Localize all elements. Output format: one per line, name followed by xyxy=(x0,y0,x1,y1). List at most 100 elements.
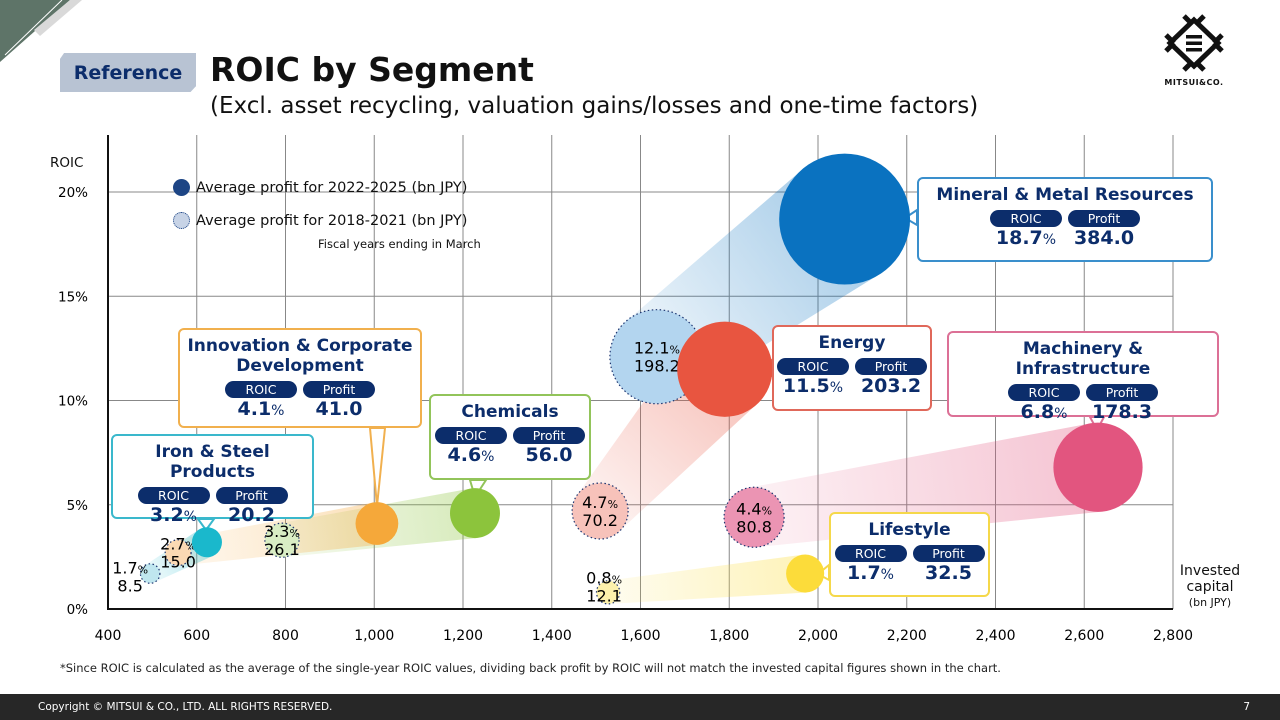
roic-value: 3.2% xyxy=(138,504,210,528)
roic-number: 11.5 xyxy=(782,375,830,397)
past-roic-value: 4.7 xyxy=(582,493,607,512)
past-profit-label: 8.5 xyxy=(117,577,142,596)
segment-name: Chemicals xyxy=(461,402,559,422)
roic-value: 1.7% xyxy=(835,562,907,586)
roic-pill: ROIC xyxy=(225,381,297,398)
pct-sign: % xyxy=(186,540,196,553)
fiscal-year-note: Fiscal years ending in March xyxy=(318,237,481,251)
pct-sign: % xyxy=(880,567,894,583)
x-tick-label: 2,400 xyxy=(975,628,1015,644)
pct-sign: % xyxy=(608,498,618,511)
pct-sign: % xyxy=(1042,232,1057,248)
roic-pill: ROIC xyxy=(990,210,1062,227)
x-tick-label: 600 xyxy=(183,628,210,644)
roic-number: 18.7 xyxy=(995,227,1043,249)
legend-current-label: Average profit for 2022-2025 (bn JPY) xyxy=(196,179,468,196)
x-tick-label: 1,000 xyxy=(354,628,394,644)
y-tick-label: 5% xyxy=(67,498,89,514)
pct-sign: % xyxy=(289,527,299,540)
past-bubble xyxy=(595,580,621,605)
copyright: Copyright © MITSUI & CO., LTD. ALL RIGHT… xyxy=(38,701,333,713)
past-roic-value: 1.7 xyxy=(112,559,137,578)
x-tick-label: 1,400 xyxy=(532,628,572,644)
profit-value: 20.2 xyxy=(228,504,275,526)
y-axis-label: ROIC xyxy=(50,155,84,171)
legend-past: Average profit for 2018-2021 (bn JPY) xyxy=(173,212,467,229)
segment-name: Lifestyle xyxy=(868,520,951,540)
past-profit-label: 80.8 xyxy=(736,517,772,536)
past-bubble xyxy=(164,539,192,567)
y-tick-label: 15% xyxy=(58,289,88,305)
current-bubble xyxy=(677,321,773,417)
trail-6 xyxy=(607,554,807,604)
roic-number: 3.2 xyxy=(150,504,184,526)
pct-sign: % xyxy=(481,449,495,465)
profit-pill: Profit xyxy=(1068,210,1140,227)
pct-sign: % xyxy=(829,380,844,396)
past-roic-label: 1.7% xyxy=(112,559,148,578)
roic-number: 4.1 xyxy=(237,398,272,420)
past-roic-value: 4.4 xyxy=(736,499,761,518)
corner-decoration xyxy=(0,0,82,62)
past-profit-label: 12.1 xyxy=(586,586,622,605)
past-roic-value: 3.3 xyxy=(264,522,289,541)
profit-pill: Profit xyxy=(855,358,927,375)
roic-number: 4.6 xyxy=(447,444,482,466)
y-tick-label: 10% xyxy=(58,394,88,410)
past-profit-label: 26.1 xyxy=(264,540,300,559)
past-roic-label: 12.1% xyxy=(634,339,680,358)
callout-pointer xyxy=(368,427,387,507)
roic-value: 6.8% xyxy=(1008,401,1080,425)
past-profit-label: 15.0 xyxy=(160,553,196,572)
current-bubble xyxy=(779,153,911,285)
callout-mineral-metal-resources: Mineral & Metal Resources ROIC 18.7% Pro… xyxy=(917,177,1213,262)
logo-text: MITSUI&CO. xyxy=(1164,78,1224,87)
profit-value: 41.0 xyxy=(315,398,363,420)
current-bubble xyxy=(786,554,825,593)
legend-current-dot-icon xyxy=(173,179,190,196)
x-axis-label: Invested capital (bn JPY) xyxy=(1170,563,1250,611)
page-title: ROIC by Segment xyxy=(210,50,534,89)
past-bubble xyxy=(571,482,629,540)
x-tick-label: 400 xyxy=(95,628,122,644)
past-roic-label: 4.7% xyxy=(582,493,618,512)
x-axis-unit: (bn JPY) xyxy=(1188,596,1232,609)
past-bubble xyxy=(264,522,300,558)
callout-machinery-infrastructure: Machinery & Infrastructure ROIC 6.8% Pro… xyxy=(947,331,1219,423)
callout-iron-steel-products: Iron & Steel Products ROIC 3.2% Profit 2… xyxy=(111,434,314,526)
segment-name: Machinery & Infrastructure xyxy=(1015,339,1151,379)
past-bubble xyxy=(139,563,161,584)
past-roic-label: 4.4% xyxy=(736,499,772,518)
roic-value: 11.5% xyxy=(777,375,849,399)
past-roic-label: 3.3% xyxy=(264,522,300,541)
reference-badge: Reference xyxy=(60,53,196,92)
segment-name: Iron & Steel Products xyxy=(155,442,270,482)
callout-chemicals: Chemicals ROIC 4.6% Profit 56.0 xyxy=(429,394,591,480)
roic-number: 6.8 xyxy=(1020,401,1055,423)
callout-energy: Energy ROIC 11.5% Profit 203.2 xyxy=(772,325,932,411)
segment-name: Energy xyxy=(818,333,886,353)
company-logo: MITSUI&CO. xyxy=(1160,14,1228,87)
current-bubble xyxy=(449,488,500,539)
pct-sign: % xyxy=(612,573,622,586)
roic-pill: ROIC xyxy=(777,358,849,375)
x-tick-label: 2,000 xyxy=(798,628,838,644)
callout-pointer xyxy=(196,518,216,532)
past-profit-label: 198.2 xyxy=(634,357,680,376)
pct-sign: % xyxy=(670,344,680,357)
mitsui-emblem-icon xyxy=(1164,14,1224,72)
footnote: *Since ROIC is calculated as the average… xyxy=(60,661,1001,675)
profit-value: 56.0 xyxy=(525,444,573,466)
roic-pill: ROIC xyxy=(1008,384,1080,401)
profit-value: 384.0 xyxy=(1073,227,1135,249)
page-number: 7 xyxy=(1243,701,1250,713)
profit-pill: Profit xyxy=(1086,384,1158,401)
x-tick-label: 2,800 xyxy=(1153,628,1193,644)
past-roic-value: 0.8 xyxy=(586,568,611,587)
pct-sign: % xyxy=(138,564,148,577)
legend-past-label: Average profit for 2018-2021 (bn JPY) xyxy=(196,212,468,229)
x-tick-label: 1,600 xyxy=(620,628,660,644)
pct-sign: % xyxy=(183,509,197,525)
current-bubble xyxy=(355,502,399,545)
x-axis-title: Invested capital xyxy=(1179,563,1241,595)
